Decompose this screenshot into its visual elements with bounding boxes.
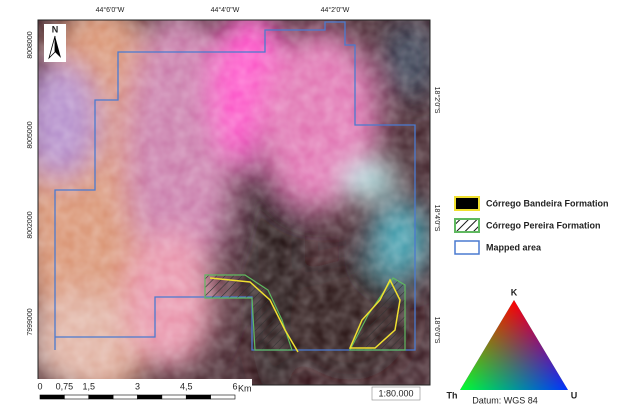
- scale-label: 0,75: [56, 381, 74, 391]
- top-coordinate: 44°6'0"W: [96, 6, 125, 14]
- map-figure: N 44°6'0"W 44°4'0"W 44°2'0"W 8008000 8005000…: [0, 0, 625, 410]
- scale-unit: Km: [238, 383, 252, 393]
- scale-segment: [186, 395, 210, 399]
- left-coordinate: 8008000: [27, 31, 34, 58]
- legend: Córrego Bandeira Formation Córrego Perei…: [455, 197, 609, 254]
- north-label: N: [52, 24, 59, 34]
- legend-label: Mapped area: [486, 242, 542, 252]
- page: N 44°6'0"W 44°4'0"W 44°2'0"W 8008000 8005000…: [0, 0, 625, 410]
- scale-label: 6: [232, 381, 237, 391]
- scale-label: 3: [135, 381, 140, 391]
- legend-swatch-pereira: [455, 219, 479, 232]
- top-coordinate: 44°4'0"W: [211, 6, 240, 14]
- scale-segment: [162, 395, 186, 399]
- ternary-top: K: [511, 287, 518, 297]
- left-coordinate: 8005000: [27, 121, 34, 148]
- left-coordinate: 7999000: [27, 308, 34, 335]
- legend-swatch-bandeira: [455, 197, 479, 210]
- right-coordinate: 18°2'0"S: [433, 87, 441, 114]
- ternary-diagram: K Th U: [447, 287, 578, 400]
- ternary-right: U: [571, 390, 578, 400]
- right-coordinate: 18°6'0"S: [433, 317, 441, 344]
- ternary-u: [460, 300, 568, 390]
- left-coordinate: 8002000: [27, 211, 34, 238]
- scale-segment: [113, 395, 137, 399]
- scale-label: 0: [37, 381, 42, 391]
- scale-label: 1,5: [82, 381, 95, 391]
- top-coordinate: 44°2'0"W: [321, 6, 350, 14]
- scale-segment: [138, 395, 162, 399]
- scale-segment: [89, 395, 113, 399]
- scale-text: 1:80.000: [378, 388, 413, 398]
- datum: Datum: WGS 84: [472, 395, 538, 405]
- scale-segment: [40, 395, 64, 399]
- scale-label: 4,5: [180, 381, 193, 391]
- scale-segment: [64, 395, 88, 399]
- ternary-left: Th: [447, 390, 458, 400]
- right-coordinate: 18°4'0"S: [433, 205, 441, 232]
- legend-swatch-mapped: [455, 241, 479, 254]
- scale-segment: [211, 395, 235, 399]
- legend-label: Córrego Pereira Formation: [486, 220, 601, 230]
- legend-label: Córrego Bandeira Formation: [486, 198, 609, 208]
- north-arrow: N: [44, 24, 66, 62]
